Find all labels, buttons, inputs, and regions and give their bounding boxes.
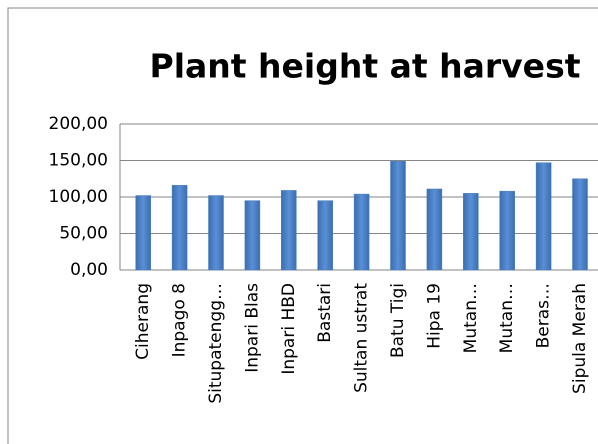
bar xyxy=(317,200,333,271)
y-tick-label: 150,00 xyxy=(49,151,108,171)
x-tick-label: Ciherang xyxy=(133,283,153,360)
x-tick-label: Inpari Blas xyxy=(242,283,262,373)
x-tick-label: Inpari HBD xyxy=(279,283,299,375)
bar xyxy=(353,193,370,271)
x-tick-label: Batu Tigi xyxy=(388,283,408,358)
bar xyxy=(535,162,552,271)
x-tick-label: Sipula Merah xyxy=(570,283,590,394)
bar xyxy=(135,195,151,271)
y-tick-label: 200,00 xyxy=(49,114,108,134)
x-tick-label: Bastari xyxy=(315,283,335,343)
bar xyxy=(244,200,261,271)
x-tick-label: Mutan… xyxy=(461,283,481,353)
y-tick-label: 0,00 xyxy=(70,260,108,280)
bar xyxy=(499,190,515,271)
bar xyxy=(463,193,479,271)
bar xyxy=(208,195,224,271)
bar xyxy=(390,160,406,271)
x-tick-label: Sultan ustrat xyxy=(352,283,372,393)
bar xyxy=(426,188,443,271)
x-tick-label: Mutan… xyxy=(497,283,517,353)
bar xyxy=(171,185,188,271)
chart-title: Plant height at harvest xyxy=(150,47,581,86)
x-tick-label: Inpago 8 xyxy=(170,283,190,357)
y-tick-label: 100,00 xyxy=(49,187,108,207)
x-tick-label: Hipa 19 xyxy=(424,283,444,349)
x-tick-label: Beras… xyxy=(534,283,554,348)
bar xyxy=(572,178,588,271)
y-tick-label: 50,00 xyxy=(59,224,108,244)
bar xyxy=(281,190,297,271)
x-tick-label: Situpatengg… xyxy=(206,283,226,404)
